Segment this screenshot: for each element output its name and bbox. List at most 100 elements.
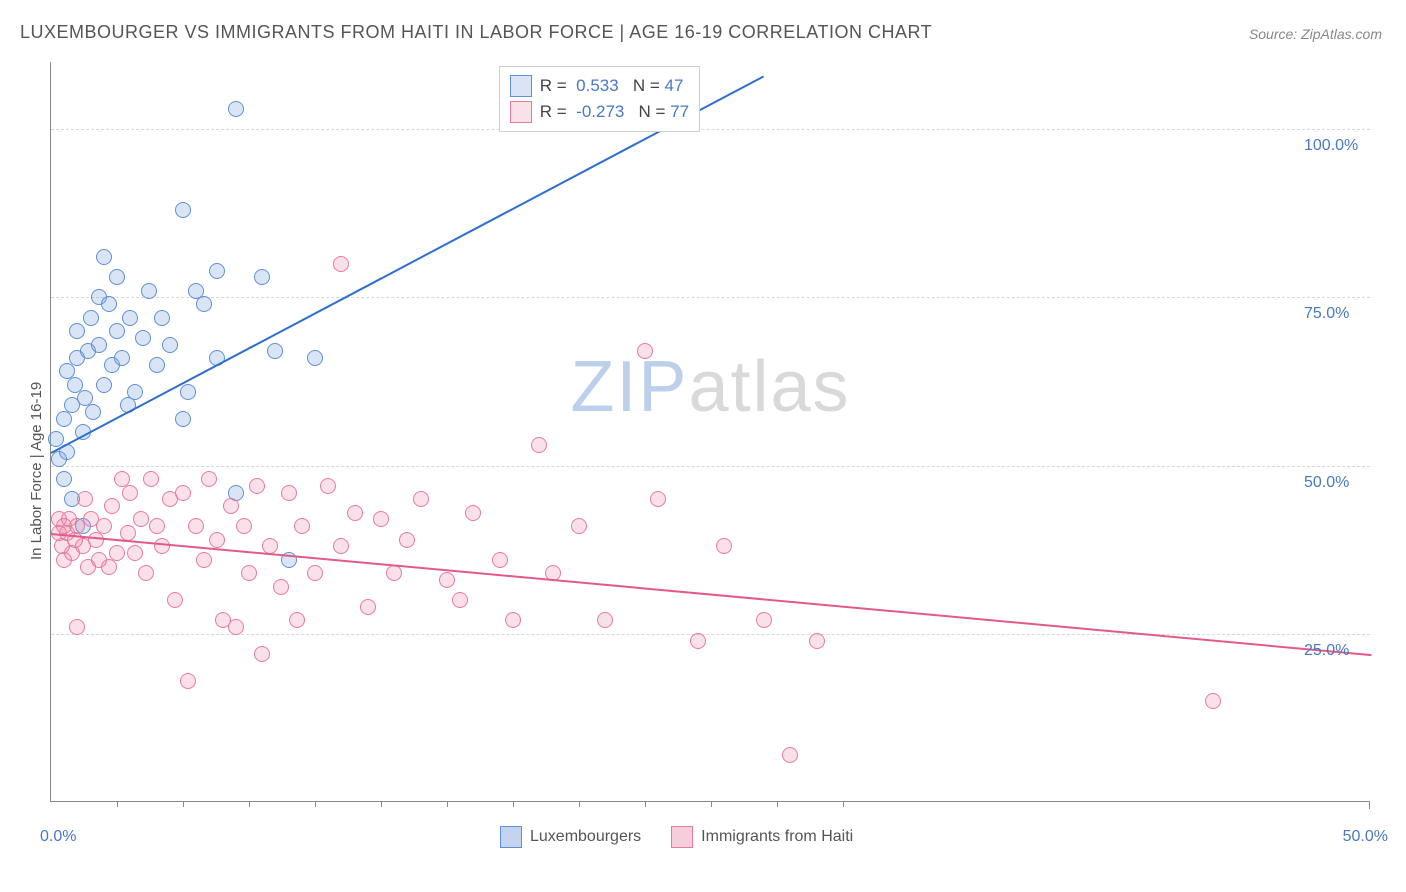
point-haiti [109, 545, 125, 561]
point-luxembourger [69, 323, 85, 339]
point-haiti [175, 485, 191, 501]
point-haiti [273, 579, 289, 595]
x-tick [249, 801, 250, 807]
point-haiti [167, 592, 183, 608]
correlation-legend: R = 0.533 N = 47 R = -0.273 N = 77 [499, 66, 700, 132]
point-haiti [96, 518, 112, 534]
point-haiti [254, 646, 270, 662]
point-haiti [120, 525, 136, 541]
legend-swatch [510, 75, 532, 97]
regression-line-luxembourger [51, 76, 765, 454]
point-haiti [223, 498, 239, 514]
point-haiti [650, 491, 666, 507]
x-tick [777, 801, 778, 807]
gridline [51, 129, 1370, 130]
point-haiti [149, 518, 165, 534]
gridline [51, 297, 1370, 298]
point-haiti [196, 552, 212, 568]
point-haiti [373, 511, 389, 527]
correlation-text: R = 0.533 N = 47 [540, 76, 684, 96]
point-haiti [399, 532, 415, 548]
point-haiti [294, 518, 310, 534]
point-haiti [360, 599, 376, 615]
point-haiti [333, 538, 349, 554]
point-haiti [241, 565, 257, 581]
legend-item-luxembourgers: Luxembourgers [500, 826, 641, 848]
point-haiti [413, 491, 429, 507]
point-luxembourger [83, 310, 99, 326]
point-haiti [180, 673, 196, 689]
point-haiti [452, 592, 468, 608]
legend-swatch-blue [500, 826, 522, 848]
point-haiti [133, 511, 149, 527]
point-luxembourger [109, 323, 125, 339]
legend-bottom: Luxembourgers Immigrants from Haiti [500, 826, 853, 848]
x-tick [843, 801, 844, 807]
x-tick [315, 801, 316, 807]
point-haiti [637, 343, 653, 359]
x-tick [579, 801, 580, 807]
regression-line-haiti [51, 533, 1371, 656]
point-haiti [809, 633, 825, 649]
point-haiti [1205, 693, 1221, 709]
point-luxembourger [180, 384, 196, 400]
point-haiti [249, 478, 265, 494]
point-haiti [347, 505, 363, 521]
point-haiti [201, 471, 217, 487]
point-haiti [104, 498, 120, 514]
point-luxembourger [135, 330, 151, 346]
point-luxembourger [209, 263, 225, 279]
correlation-text: R = -0.273 N = 77 [540, 102, 689, 122]
x-axis-max-label: 50.0% [1343, 828, 1388, 846]
point-luxembourger [149, 357, 165, 373]
point-luxembourger [228, 101, 244, 117]
point-luxembourger [154, 310, 170, 326]
point-luxembourger [254, 269, 270, 285]
point-luxembourger [122, 310, 138, 326]
point-luxembourger [307, 350, 323, 366]
legend-item-haiti: Immigrants from Haiti [671, 826, 853, 848]
point-haiti [154, 538, 170, 554]
legend-swatch-pink [671, 826, 693, 848]
point-luxembourger [162, 337, 178, 353]
x-tick [381, 801, 382, 807]
scatter-plot-area: ZIPatlas [50, 62, 1370, 802]
x-axis-min-label: 0.0% [40, 828, 76, 846]
point-luxembourger [56, 471, 72, 487]
point-luxembourger [175, 411, 191, 427]
x-tick [447, 801, 448, 807]
point-haiti [505, 612, 521, 628]
point-haiti [228, 619, 244, 635]
point-haiti [571, 518, 587, 534]
point-haiti [690, 633, 706, 649]
point-haiti [320, 478, 336, 494]
point-haiti [236, 518, 252, 534]
point-haiti [138, 565, 154, 581]
y-tick-label: 100.0% [1304, 137, 1400, 155]
point-haiti [333, 256, 349, 272]
point-luxembourger [127, 384, 143, 400]
point-luxembourger [267, 343, 283, 359]
correlation-row: R = 0.533 N = 47 [510, 73, 689, 99]
point-haiti [281, 485, 297, 501]
point-haiti [122, 485, 138, 501]
point-luxembourger [96, 249, 112, 265]
watermark-atlas: atlas [688, 347, 850, 427]
point-haiti [439, 572, 455, 588]
point-luxembourger [96, 377, 112, 393]
point-haiti [597, 612, 613, 628]
x-tick [645, 801, 646, 807]
point-haiti [716, 538, 732, 554]
point-haiti [307, 565, 323, 581]
x-tick [711, 801, 712, 807]
watermark: ZIPatlas [570, 346, 850, 428]
point-luxembourger [91, 337, 107, 353]
point-haiti [69, 619, 85, 635]
y-tick-label: 50.0% [1304, 474, 1400, 492]
point-haiti [127, 545, 143, 561]
point-luxembourger [141, 283, 157, 299]
watermark-zip: ZIP [570, 347, 688, 427]
point-haiti [531, 437, 547, 453]
correlation-row: R = -0.273 N = 77 [510, 99, 689, 125]
point-haiti [289, 612, 305, 628]
